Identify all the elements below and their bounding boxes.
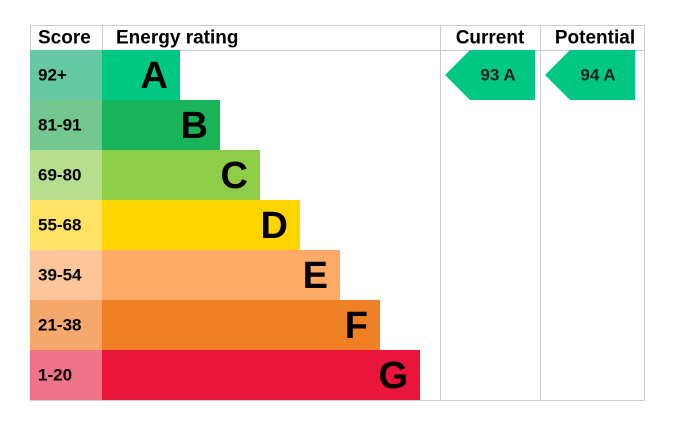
- rating-bar: [102, 50, 180, 100]
- header-rating: Energy rating: [116, 28, 238, 49]
- rating-bar: [102, 350, 420, 400]
- rating-bar: [102, 250, 340, 300]
- header-current: Current: [456, 28, 525, 49]
- score-cell: [30, 250, 102, 300]
- score-label: 39-54: [38, 266, 82, 285]
- rating-bar: [102, 300, 380, 350]
- rating-letter: A: [141, 55, 168, 97]
- score-label: 81-91: [38, 116, 81, 135]
- rating-letter: F: [345, 305, 368, 347]
- score-label: 1-20: [38, 366, 72, 385]
- potential-label: 94 A: [580, 66, 615, 85]
- current-arrow: [445, 50, 535, 100]
- header-potential: Potential: [555, 28, 635, 49]
- score-label: 55-68: [38, 216, 81, 235]
- score-cell: [30, 150, 102, 200]
- rating-letter: C: [221, 155, 248, 197]
- score-cell: [30, 100, 102, 150]
- score-cell: [30, 300, 102, 350]
- rating-letter: B: [181, 105, 208, 147]
- score-label: 21-38: [38, 316, 81, 335]
- rating-bar: [102, 200, 300, 250]
- rating-letter: D: [261, 205, 288, 247]
- potential-arrow: [545, 50, 635, 100]
- header-score: Score: [38, 28, 91, 49]
- score-cell: [30, 350, 102, 400]
- rating-bar: [102, 100, 220, 150]
- current-label: 93 A: [480, 66, 515, 85]
- score-label: 69-80: [38, 166, 81, 185]
- score-cell: [30, 200, 102, 250]
- score-label: 92+: [38, 66, 67, 85]
- rating-bar: [102, 150, 260, 200]
- rating-letter: G: [378, 355, 408, 397]
- rating-letter: E: [303, 255, 328, 297]
- score-cell: [30, 50, 102, 100]
